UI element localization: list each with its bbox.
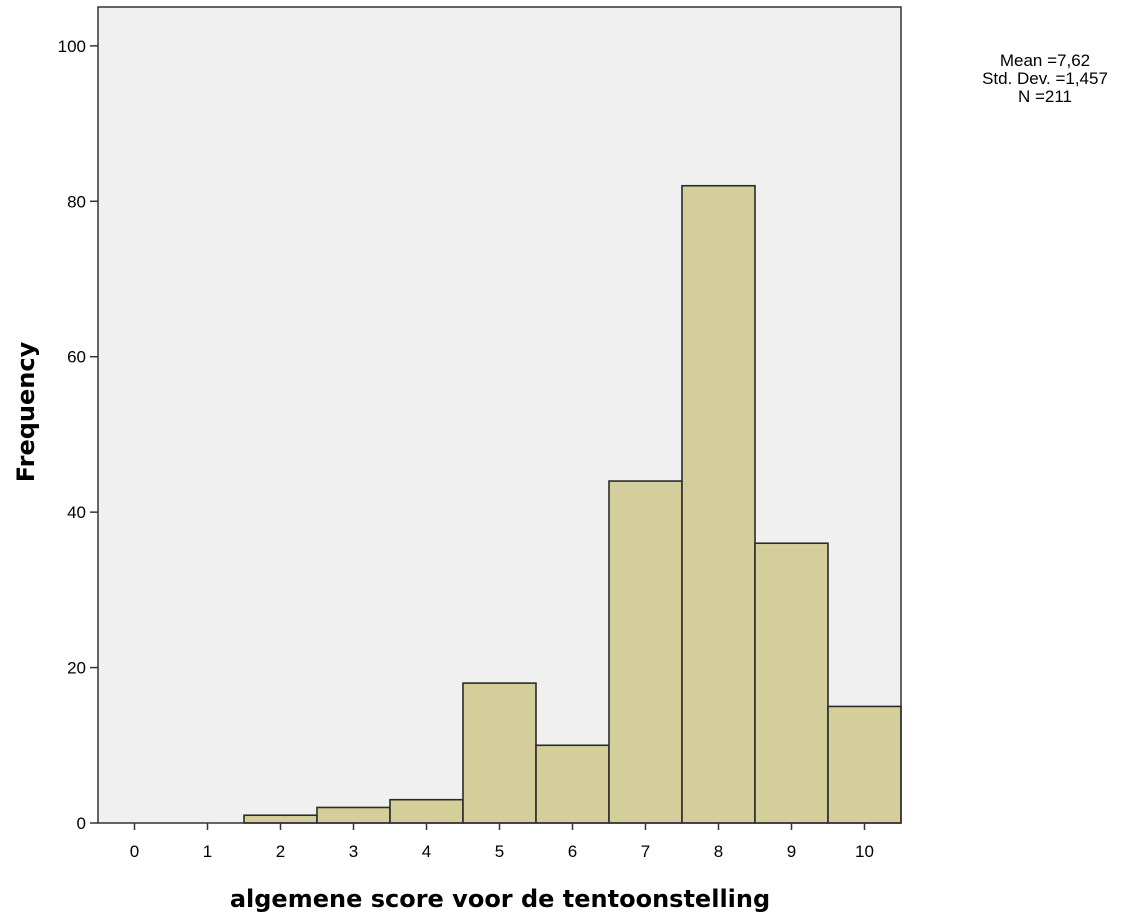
x-axis-title: algemene score voor de tentoonstelling <box>230 885 770 913</box>
y-tick-label-80: 80 <box>67 192 86 211</box>
y-axis-title: Frequency <box>12 341 40 482</box>
x-tick-label-2: 2 <box>276 842 285 861</box>
y-tick-label-100: 100 <box>58 37 86 56</box>
bar-4 <box>389 798 464 824</box>
bars-group <box>243 184 902 824</box>
x-tick-label-10: 10 <box>855 842 874 861</box>
x-tick-label-4: 4 <box>422 842 431 861</box>
mean-label: Mean =7,62 <box>999 51 1091 70</box>
y-axis: 0 20 40 60 80 100 <box>58 37 98 833</box>
bar-10 <box>827 705 902 824</box>
x-tick-label-5: 5 <box>495 842 504 861</box>
statistics-box: Mean =7,62 Std. Dev. =1,457 N =211 <box>955 52 1133 106</box>
bar-2 <box>243 814 318 824</box>
bar-9 <box>754 542 829 824</box>
x-tick-label-3: 3 <box>349 842 358 861</box>
bar-6 <box>535 744 610 824</box>
x-tick-label-6: 6 <box>568 842 577 861</box>
std-dev-label: Std. Dev. =1,457 <box>982 69 1108 88</box>
x-tick-label-7: 7 <box>641 842 650 861</box>
y-tick-label-60: 60 <box>67 348 86 367</box>
n-label: N =211 <box>1017 87 1073 106</box>
y-tick-label-20: 20 <box>67 659 86 678</box>
x-axis: 0 1 2 3 4 5 6 7 8 9 10 <box>130 823 874 861</box>
x-tick-label-1: 1 <box>203 842 212 861</box>
bar-3 <box>316 806 391 824</box>
bar-5 <box>462 682 537 824</box>
x-tick-label-8: 8 <box>714 842 723 861</box>
plot-frame <box>97 6 902 824</box>
bar-7 <box>608 480 683 824</box>
y-tick-label-40: 40 <box>67 503 86 522</box>
y-tick-label-0: 0 <box>77 814 86 833</box>
x-tick-label-0: 0 <box>130 842 139 861</box>
bar-8 <box>681 184 756 824</box>
x-tick-label-9: 9 <box>787 842 796 861</box>
